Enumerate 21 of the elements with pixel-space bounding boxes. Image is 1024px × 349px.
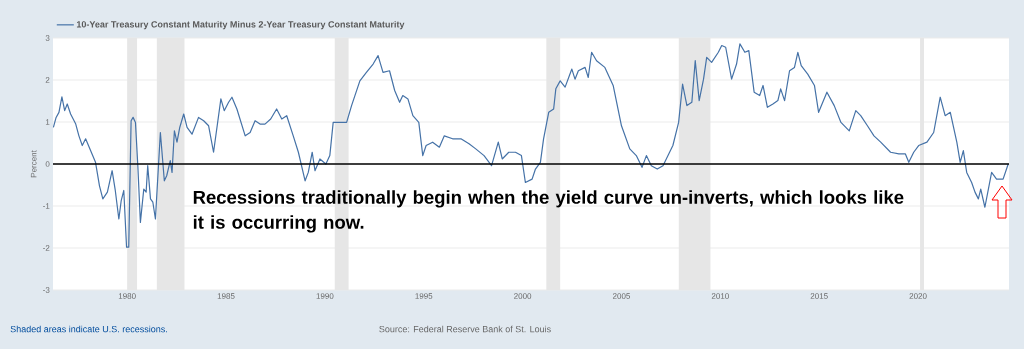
x-tick-label: 1980 (118, 293, 136, 299)
legend-label: 10-Year Treasury Constant Maturity Minus 2-Year Treasury Constant Maturity (76, 20, 405, 30)
y-axis-title: Percent (30, 150, 37, 178)
x-tick-label: 2020 (909, 293, 927, 299)
x-tick-label: 2005 (612, 293, 631, 299)
x-tick-label: 2000 (514, 293, 532, 299)
text: Shaded areas indicate U.S. recessions. (10, 325, 167, 333)
y-tick-label: -2 (43, 245, 50, 251)
y-tick-label: 1 (45, 119, 50, 125)
y-tick-label: -1 (43, 203, 50, 209)
x-tick-label: 1985 (217, 293, 235, 299)
x-tick-label: 1995 (415, 293, 433, 299)
annotation: Recessions traditionally begin when the yield curve un-inverts, which looks like it is occurring now. (193, 190, 904, 233)
y-tick-label: 3 (45, 35, 50, 41)
x-tick-label: 2010 (711, 293, 729, 299)
y-tick-label: 0 (45, 161, 50, 167)
x-tick-label: 1990 (316, 293, 334, 299)
y-tick-label: 2 (45, 77, 50, 83)
x-tick-label: 2015 (810, 293, 828, 299)
y-tick-label: -3 (43, 287, 50, 293)
source-note: Source: Federal Reserve Bank of St. Louis (379, 325, 551, 333)
